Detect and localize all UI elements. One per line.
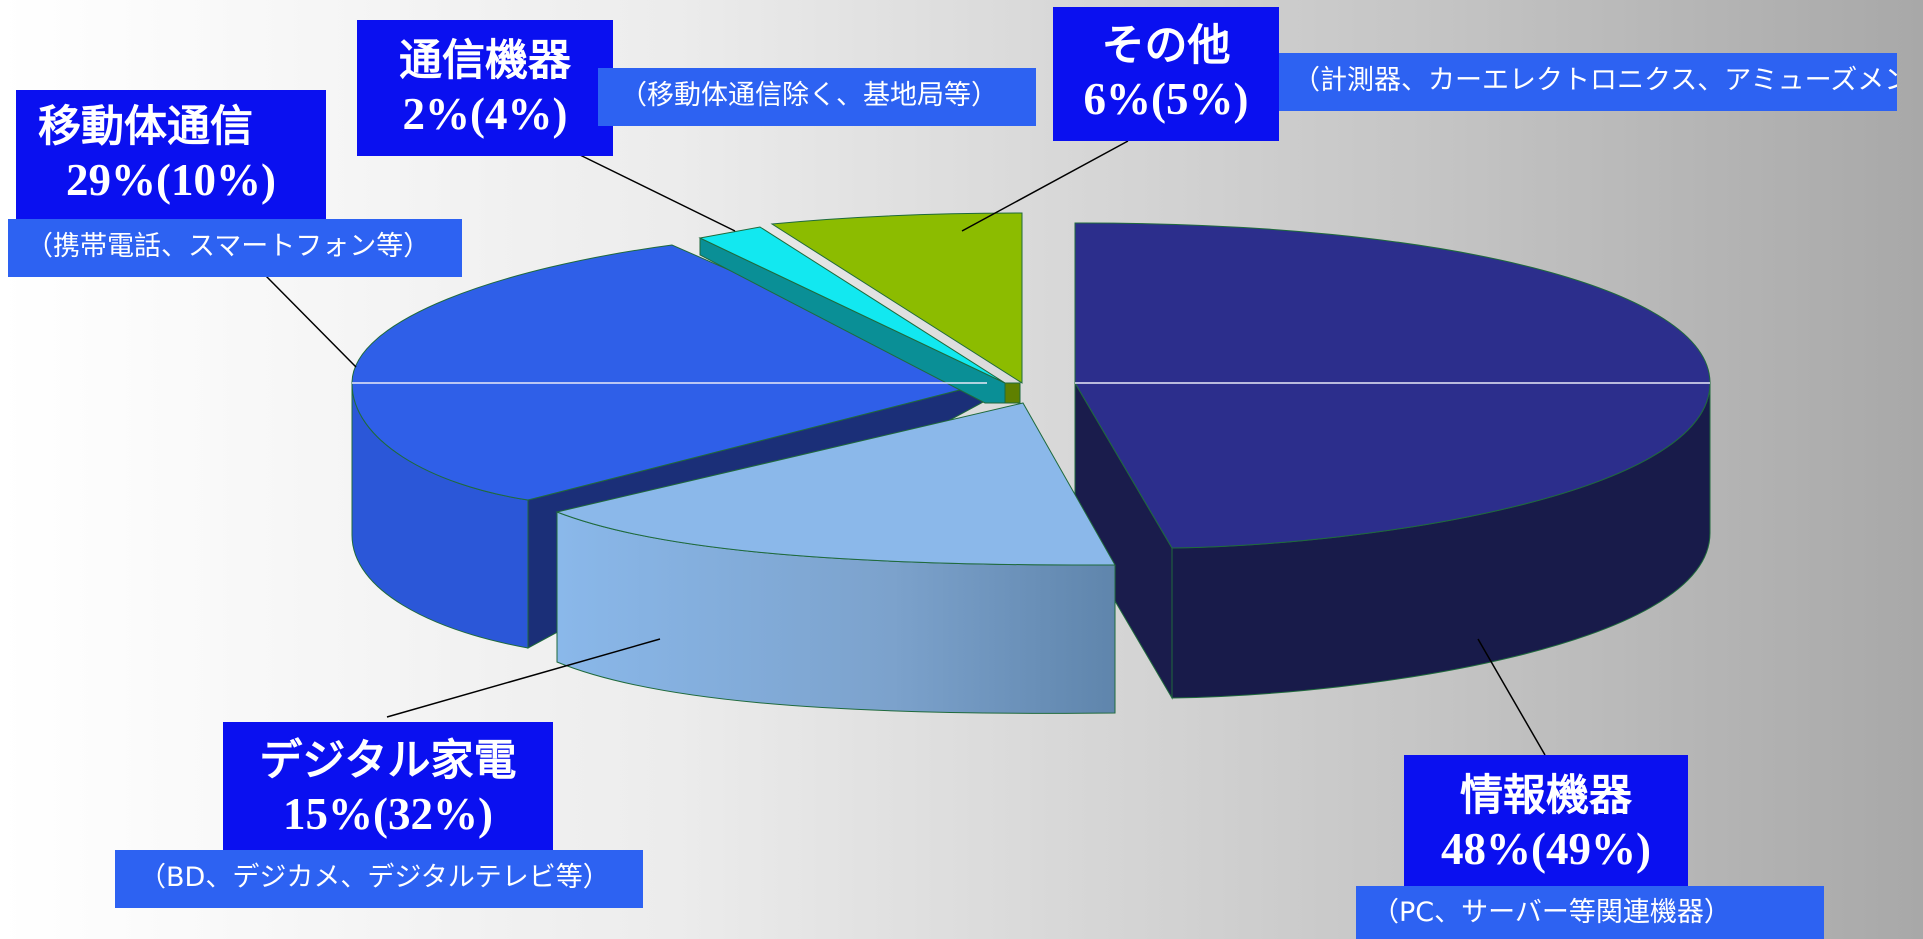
label-other: その他 6%(5%) xyxy=(1053,7,1279,141)
label-other-name: その他 xyxy=(1101,21,1231,71)
label-communication-equipment-name: 通信機器 xyxy=(399,36,571,86)
pie-slice-other-top xyxy=(770,212,1023,384)
note-info-equipment: （PC、サーバー等関連機器） xyxy=(1356,886,1824,939)
label-info-equipment: 情報機器 48%(49%) xyxy=(1404,755,1688,889)
note-communication-equipment: （移動体通信除く、基地局等） xyxy=(598,68,1036,126)
pie-slice-digital-appliances xyxy=(555,402,1116,714)
pie-slice-other-side xyxy=(1004,382,1021,404)
leader-line-info xyxy=(1477,638,1546,756)
label-digital-appliances: デジタル家電 15%(32%) xyxy=(223,722,553,850)
label-communication-equipment-value: 2%(4%) xyxy=(402,89,568,139)
note-mobile-communication: （携帯電話、スマートフォン等） xyxy=(8,219,462,277)
pie-slice-communication-equipment xyxy=(698,226,1006,404)
leader-line-mobile xyxy=(264,274,357,368)
label-digital-appliances-value: 15%(32%) xyxy=(283,789,493,839)
pie-slice-mobile-communication-top xyxy=(351,244,989,501)
label-info-equipment-value: 48%(49%) xyxy=(1441,824,1651,874)
pie-slice-communication-equipment-top xyxy=(698,226,1006,384)
label-mobile-communication: 移動体通信 29%(10%) xyxy=(16,90,326,220)
pie-slice-info-equipment xyxy=(1074,222,1711,700)
label-communication-equipment: 通信機器 2%(4%) xyxy=(357,20,613,156)
note-other: （計測器、カーエレクトロニクス、アミューズメント関連等） xyxy=(1279,53,1897,111)
label-digital-appliances-name: デジタル家電 xyxy=(259,736,517,786)
leader-line-other xyxy=(961,140,1129,232)
label-other-value: 6%(5%) xyxy=(1083,74,1249,124)
leader-line-comm xyxy=(579,154,736,232)
note-digital-appliances: （BD、デジカメ、デジタルテレビ等） xyxy=(115,850,643,908)
label-info-equipment-name: 情報機器 xyxy=(1460,771,1632,821)
leader-line-digital xyxy=(386,638,661,718)
label-mobile-communication-name: 移動体通信 xyxy=(38,102,253,152)
label-mobile-communication-value: 29%(10%) xyxy=(66,155,276,205)
pie-slice-other xyxy=(770,212,1023,404)
pie-slice-digital-appliances-top xyxy=(555,402,1116,566)
